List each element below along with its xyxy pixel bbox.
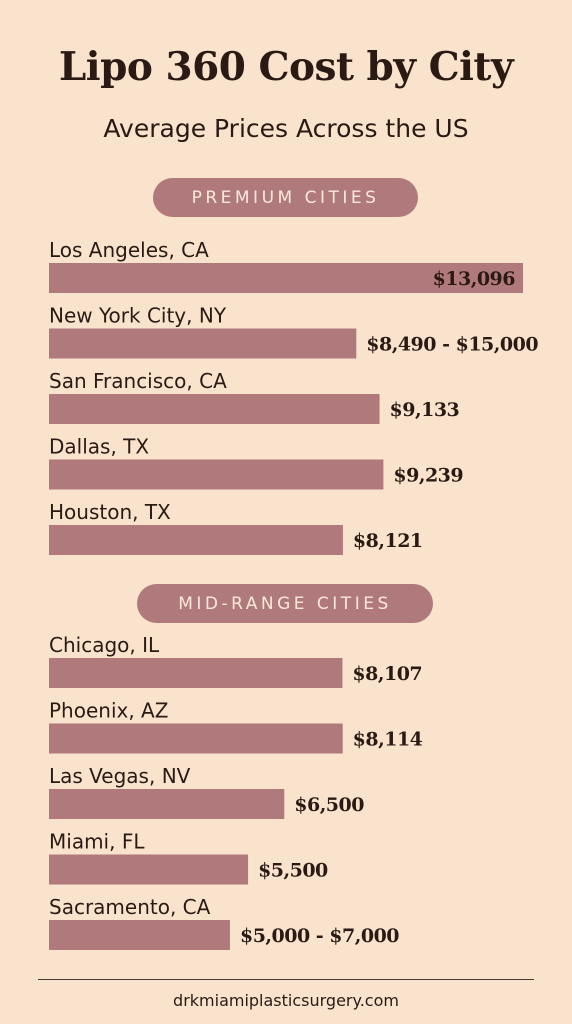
bar-dallas-tx xyxy=(49,459,384,490)
value-label-houston-tx: $8,121 xyxy=(353,530,423,552)
bar-miami-fl xyxy=(49,854,249,885)
value-label-chicago-il: $8,107 xyxy=(352,663,422,685)
bar-los-angeles-ca xyxy=(49,263,523,293)
value-label-san-francisco-ca: $9,133 xyxy=(390,399,460,421)
city-label-houston-tx: Houston, TX xyxy=(49,500,171,524)
city-label-phoenix-az: Phoenix, AZ xyxy=(49,699,168,723)
value-label-los-angeles-ca: $13,096 xyxy=(433,268,516,290)
city-label-dallas-tx: Dallas, TX xyxy=(49,435,149,459)
footer-divider xyxy=(38,979,534,980)
bar-las-vegas-nv xyxy=(49,789,285,819)
bar-houston-tx xyxy=(49,525,343,555)
value-label-new-york-city-ny: $8,490 - $15,000 xyxy=(366,334,538,356)
city-label-miami-fl: Miami, FL xyxy=(49,830,145,854)
chart-subtitle: Average Prices Across the US xyxy=(103,114,469,143)
bar-new-york-city-ny xyxy=(49,328,357,359)
chart-title: Lipo 360 Cost by City xyxy=(58,44,514,90)
city-label-los-angeles-ca: Los Angeles, CA xyxy=(49,238,209,262)
value-label-sacramento-ca: $5,000 - $7,000 xyxy=(240,925,399,947)
bar-phoenix-az xyxy=(49,723,343,754)
value-label-dallas-tx: $9,239 xyxy=(393,465,463,487)
city-label-new-york-city-ny: New York City, NY xyxy=(49,304,227,328)
bar-chicago-il xyxy=(49,658,343,688)
city-label-sacramento-ca: Sacramento, CA xyxy=(49,895,211,919)
value-label-las-vegas-nv: $6,500 xyxy=(294,794,364,816)
bar-sacramento-ca xyxy=(49,920,230,950)
group-label-premium: PREMIUM CITIES xyxy=(153,178,418,217)
city-label-las-vegas-nv: Las Vegas, NV xyxy=(49,764,191,788)
city-label-san-francisco-ca: San Francisco, CA xyxy=(49,369,227,393)
value-label-phoenix-az: $8,114 xyxy=(353,729,423,751)
city-label-chicago-il: Chicago, IL xyxy=(49,633,160,657)
footer-website: drkmiamiplasticsurgery.com xyxy=(173,991,399,1010)
bar-san-francisco-ca xyxy=(49,394,380,424)
group-label-mid-range: MID-RANGE CITIES xyxy=(137,584,433,623)
value-label-miami-fl: $5,500 xyxy=(258,860,328,882)
